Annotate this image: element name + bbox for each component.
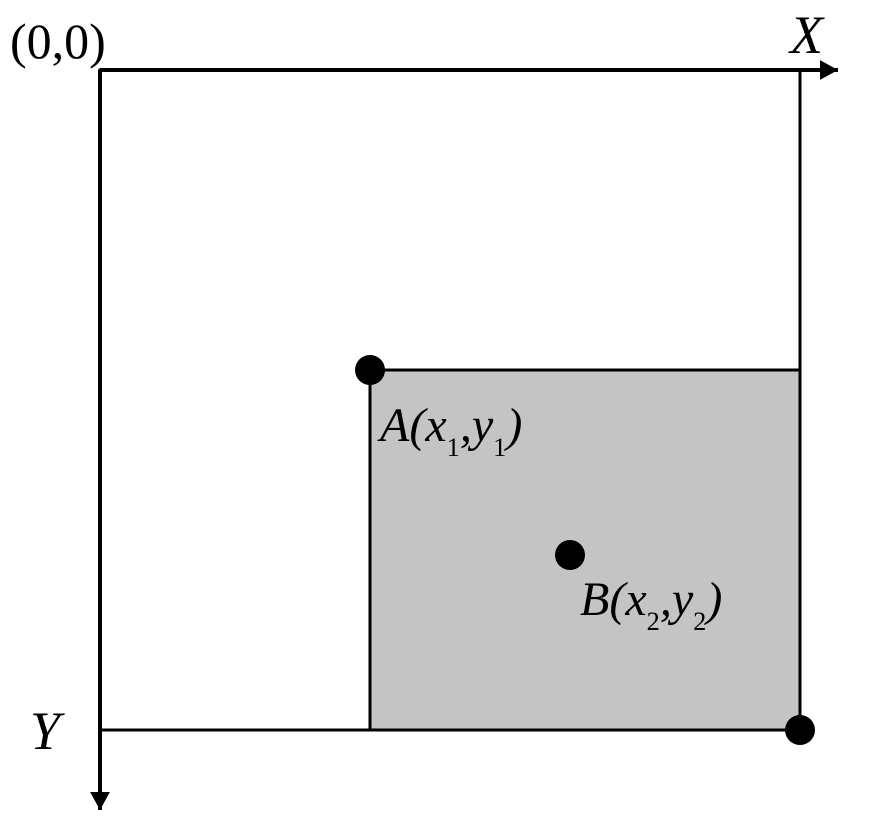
origin-label: (0,0): [10, 12, 106, 70]
point-b-label: B(x2,y2): [580, 572, 722, 633]
point-a-label: A(x1,y1): [380, 398, 522, 459]
x-axis-label: X: [790, 4, 823, 66]
y-axis-label: Y: [30, 700, 60, 762]
